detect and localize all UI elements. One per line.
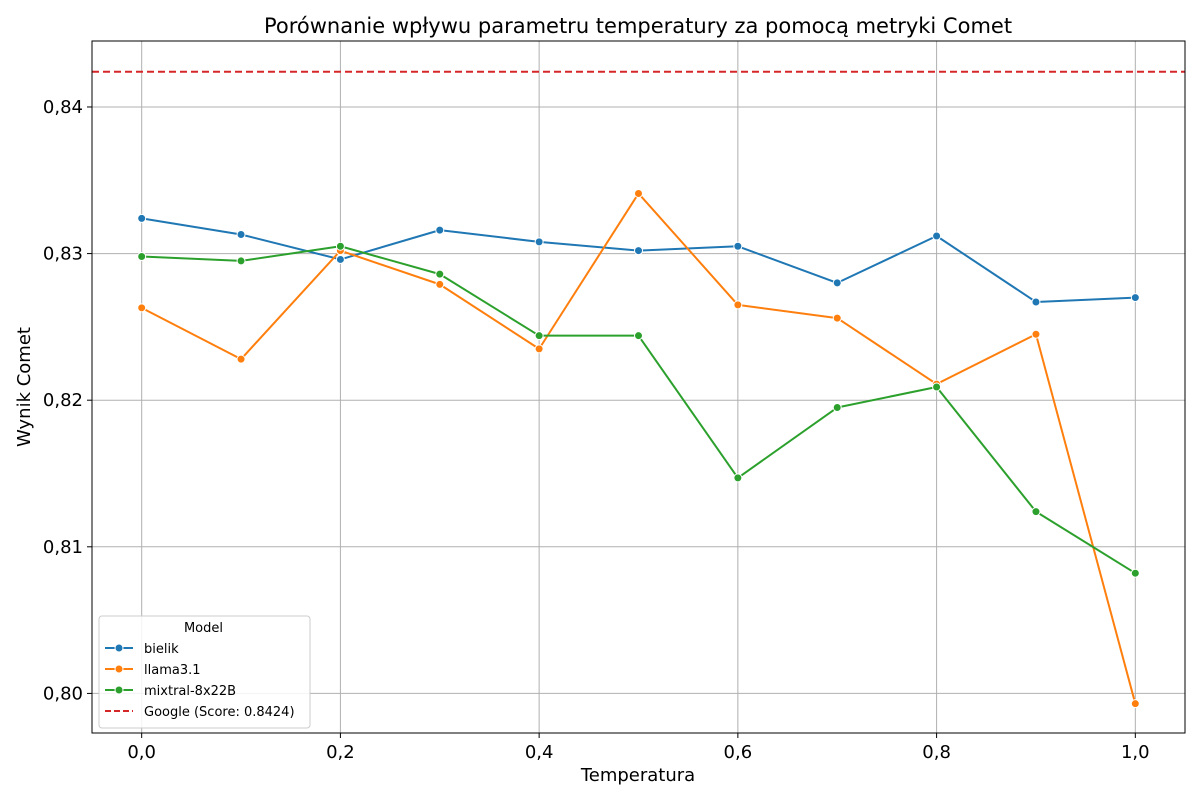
legend-label: mixtral-8x22B [144, 684, 236, 699]
legend-label: Google (Score: 0.8424) [144, 705, 295, 720]
data-point-bielik [1031, 297, 1041, 307]
data-point-bielik [733, 241, 743, 251]
series-layer [137, 188, 1140, 709]
data-point-llama3-1 [236, 354, 246, 364]
legend-box [98, 615, 311, 729]
y-tick-label: 0,84 [43, 97, 83, 118]
legend-marker [114, 643, 124, 653]
data-point-bielik [335, 254, 345, 264]
x-tick-label: 0,2 [326, 742, 355, 763]
data-point-mixtral-8x22b [137, 252, 147, 262]
data-point-llama3-1 [1031, 329, 1041, 339]
y-tick-label: 0,82 [43, 390, 83, 411]
data-point-bielik [1130, 293, 1140, 303]
data-point-mixtral-8x22b [435, 269, 445, 279]
data-point-bielik [634, 246, 643, 256]
data-point-mixtral-8x22b [733, 473, 743, 483]
y-axis-title: Wynik Comet [14, 327, 35, 447]
y-tick-label: 0,81 [43, 537, 83, 558]
x-tick-label: 0,8 [922, 742, 951, 763]
data-point-llama3-1 [1130, 699, 1140, 709]
data-point-mixtral-8x22b [932, 382, 942, 392]
data-point-llama3-1 [634, 188, 643, 198]
data-point-bielik [932, 231, 942, 241]
x-tick-label: 1,0 [1121, 742, 1150, 763]
series-line-bielik [141, 217, 1136, 303]
data-point-mixtral-8x22b [832, 403, 842, 413]
x-axis-title: Temperatura [580, 765, 695, 786]
x-tick-label: 0,0 [127, 742, 156, 763]
y-tick-label: 0,83 [43, 244, 83, 265]
data-point-mixtral-8x22b [236, 256, 246, 266]
plot-frame [91, 40, 1186, 734]
data-point-llama3-1 [534, 344, 544, 354]
legend-marker [114, 664, 124, 674]
data-point-bielik [534, 237, 544, 247]
legend-label: llama3.1 [144, 663, 201, 678]
data-point-llama3-1 [137, 303, 147, 313]
legend-label: bielik [144, 642, 179, 657]
data-point-mixtral-8x22b [1031, 507, 1041, 517]
data-point-bielik [236, 230, 246, 240]
x-tick-label: 0,6 [724, 742, 753, 763]
legend: Model bielik llama3.1 mixtral-8x22B Google (… [98, 615, 311, 729]
data-point-llama3-1 [733, 300, 743, 310]
data-point-mixtral-8x22b [534, 331, 544, 341]
data-point-llama3-1 [832, 313, 842, 323]
y-tick-label: 0,80 [43, 683, 83, 704]
legend-title: Model [184, 621, 223, 636]
data-point-bielik [435, 225, 445, 235]
legend-marker [114, 685, 124, 695]
x-tick-label: 0,4 [525, 742, 554, 763]
chart-title: Porównanie wpływu parametru temperatury … [264, 14, 1012, 38]
data-point-bielik [137, 213, 147, 223]
series-line-mixtral-8x22b [141, 245, 1136, 575]
data-point-llama3-1 [435, 279, 445, 289]
data-point-mixtral-8x22b [634, 331, 643, 341]
data-point-bielik [832, 278, 842, 288]
data-point-mixtral-8x22b [1130, 568, 1140, 578]
tick-layer: 0,0 0,2 0,4 0,6 0,8 1,0 0,80 0,81 0,82 0,83 0,84 [43, 97, 1150, 763]
data-point-mixtral-8x22b [335, 241, 345, 251]
